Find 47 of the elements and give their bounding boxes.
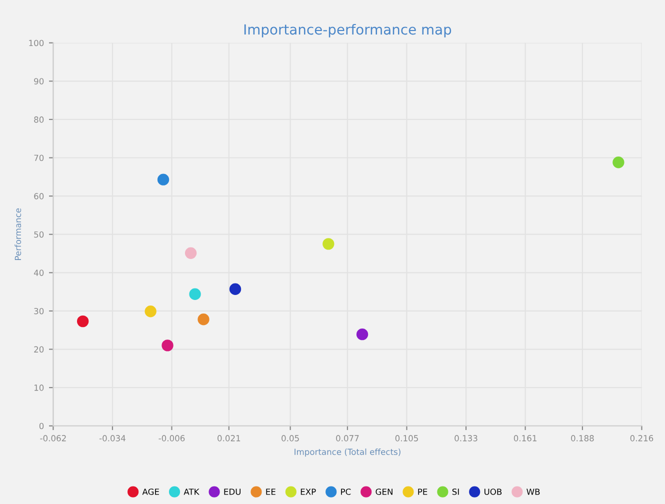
y-tick-label: 70 bbox=[34, 154, 44, 162]
x-tick-label: 0.077 bbox=[336, 435, 359, 442]
y-tick-label: 0 bbox=[39, 422, 44, 430]
legend-label: EXP bbox=[300, 488, 316, 495]
point bbox=[157, 174, 170, 186]
legend-label: AGE bbox=[142, 488, 159, 495]
point bbox=[322, 238, 334, 250]
x-tick-label: 0.161 bbox=[514, 435, 536, 442]
x-tick-label: -0.006 bbox=[158, 435, 185, 442]
point bbox=[612, 156, 624, 168]
x-tick-label: -0.062 bbox=[40, 435, 66, 442]
point bbox=[189, 288, 201, 300]
point bbox=[184, 247, 197, 259]
point bbox=[198, 314, 210, 326]
point bbox=[76, 315, 89, 328]
legend-label: PC bbox=[341, 488, 351, 495]
legend-label: ATK bbox=[184, 488, 200, 495]
y-tick-label: 60 bbox=[34, 193, 44, 200]
legend-label: EE bbox=[266, 488, 276, 495]
y-tick-label: 80 bbox=[34, 116, 44, 123]
point bbox=[144, 306, 156, 318]
legend-label: WB bbox=[526, 488, 540, 495]
legend-label: PE bbox=[418, 488, 428, 495]
legend-label: SI bbox=[452, 488, 459, 495]
legend-label: GEN bbox=[376, 488, 392, 495]
y-tick-label: 50 bbox=[34, 231, 44, 238]
y-tick-label: 100 bbox=[29, 40, 44, 46]
x-tick-label: 0.216 bbox=[630, 435, 654, 442]
x-tick-label: 0.188 bbox=[571, 435, 594, 442]
x-tick-label: 0.021 bbox=[218, 435, 240, 442]
y-axis-title: Performance bbox=[14, 208, 22, 260]
legend-label: EDU bbox=[224, 488, 241, 495]
legend-label: UOB bbox=[484, 488, 502, 495]
point bbox=[162, 340, 174, 352]
y-tick-label: 30 bbox=[34, 308, 44, 314]
point bbox=[356, 328, 368, 340]
x-tick-label: 0.05 bbox=[282, 435, 299, 442]
y-tick-label: 90 bbox=[34, 78, 44, 84]
chart-title: Importance-performance map bbox=[244, 24, 452, 38]
y-tick-label: 40 bbox=[34, 270, 44, 276]
x-axis-title: Importance (Total effects) bbox=[294, 448, 400, 457]
x-tick-label: 0.133 bbox=[454, 435, 478, 442]
x-tick-label: 0.105 bbox=[395, 435, 418, 442]
point bbox=[229, 283, 242, 295]
x-tick-label: -0.034 bbox=[99, 435, 126, 442]
y-tick-label: 20 bbox=[34, 346, 44, 353]
y-tick-label: 10 bbox=[34, 384, 44, 391]
